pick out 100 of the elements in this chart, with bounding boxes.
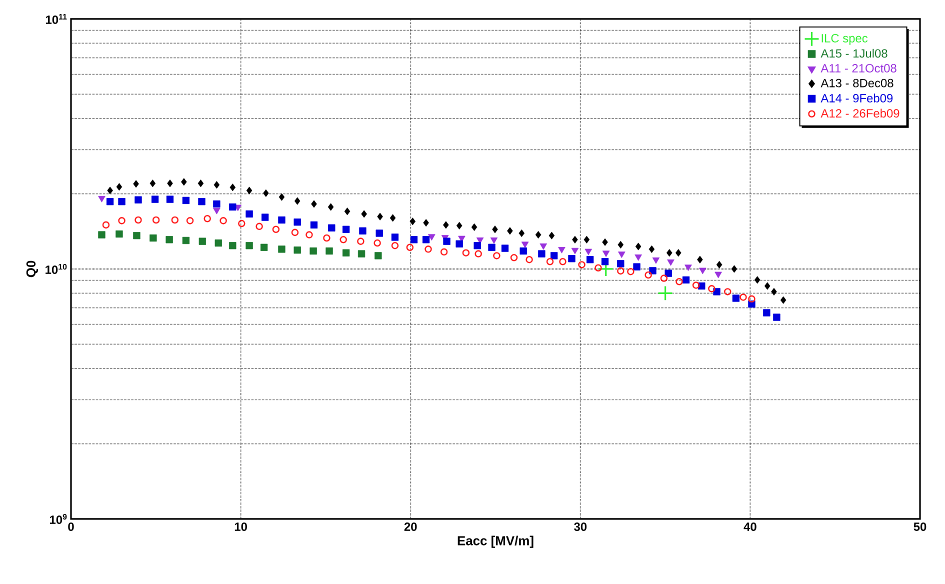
point: [294, 197, 300, 205]
point: [272, 226, 280, 234]
point: [424, 246, 432, 253]
point: [462, 249, 470, 256]
point: [214, 181, 220, 189]
point: [311, 200, 317, 208]
point: [107, 186, 113, 194]
point: [198, 238, 206, 245]
point: [558, 246, 566, 254]
point: [771, 288, 777, 296]
point: [306, 231, 313, 238]
point: [708, 285, 716, 292]
point: [474, 250, 482, 258]
point: [230, 184, 236, 192]
point: [391, 234, 399, 241]
point: [260, 244, 268, 251]
point: [214, 239, 222, 247]
point: [246, 186, 252, 194]
point: [682, 276, 690, 284]
point: [644, 271, 652, 279]
point: [713, 288, 720, 296]
point: [510, 254, 518, 262]
point: [601, 258, 609, 266]
y-tick-label: 10$^{11}$: [46, 14, 67, 24]
point: [294, 218, 301, 226]
point: [134, 216, 142, 224]
point: [507, 227, 513, 235]
x-tick-label: 50: [914, 522, 926, 531]
point: [328, 203, 334, 211]
point: [358, 250, 366, 258]
point: [377, 212, 383, 220]
point: [617, 260, 624, 268]
point: [229, 242, 236, 250]
point: [376, 230, 383, 237]
point: [198, 198, 206, 206]
point: [181, 178, 187, 186]
point: [326, 247, 333, 255]
point: [521, 242, 529, 248]
point: [546, 258, 554, 266]
point: [406, 244, 414, 252]
point: [213, 208, 220, 214]
point: [166, 236, 173, 244]
point: [714, 272, 722, 278]
point: [310, 221, 318, 229]
point: [740, 294, 747, 301]
x-axis-title: Eacc [MV/m]: [458, 536, 534, 548]
point: [133, 180, 139, 188]
legend-label: A14 - 9Feb09: [820, 94, 893, 102]
point: [667, 259, 674, 266]
point: [428, 234, 436, 241]
point: [390, 214, 396, 222]
point: [118, 217, 126, 224]
point: [116, 230, 123, 238]
point: [182, 196, 190, 204]
point: [666, 249, 672, 257]
point: [291, 228, 299, 236]
point: [443, 238, 450, 245]
point: [602, 238, 608, 246]
point: [594, 264, 602, 272]
point: [652, 257, 660, 264]
point: [328, 224, 336, 232]
point: [118, 198, 126, 206]
point: [658, 285, 674, 301]
point: [586, 256, 594, 264]
point: [152, 216, 160, 224]
point: [676, 278, 683, 286]
point: [256, 222, 263, 230]
point: [278, 216, 286, 224]
point: [342, 226, 350, 233]
point: [456, 222, 462, 230]
x-tick-label: 40: [744, 522, 756, 531]
point: [357, 238, 364, 245]
point: [773, 314, 780, 321]
point: [618, 252, 626, 258]
point: [182, 236, 190, 244]
point: [361, 210, 367, 218]
point: [220, 217, 227, 224]
point: [602, 250, 610, 258]
point: [423, 219, 429, 227]
x-tick-label: 0: [68, 522, 74, 531]
point: [443, 221, 449, 229]
point: [780, 296, 786, 304]
point: [754, 276, 760, 284]
point: [618, 240, 624, 249]
y-tick-label: 10$^{9}$: [50, 514, 67, 524]
x-tick-label: 10: [234, 522, 247, 531]
point: [229, 203, 236, 211]
point: [204, 214, 211, 222]
point: [648, 245, 655, 253]
point: [476, 237, 484, 244]
x-tick-label: 20: [404, 522, 417, 531]
point: [323, 234, 330, 242]
point: [684, 264, 692, 271]
point: [764, 282, 770, 290]
point: [213, 200, 220, 208]
point: [535, 231, 542, 239]
point: [410, 218, 416, 226]
point: [692, 282, 700, 289]
point: [150, 180, 156, 188]
point: [261, 214, 269, 221]
